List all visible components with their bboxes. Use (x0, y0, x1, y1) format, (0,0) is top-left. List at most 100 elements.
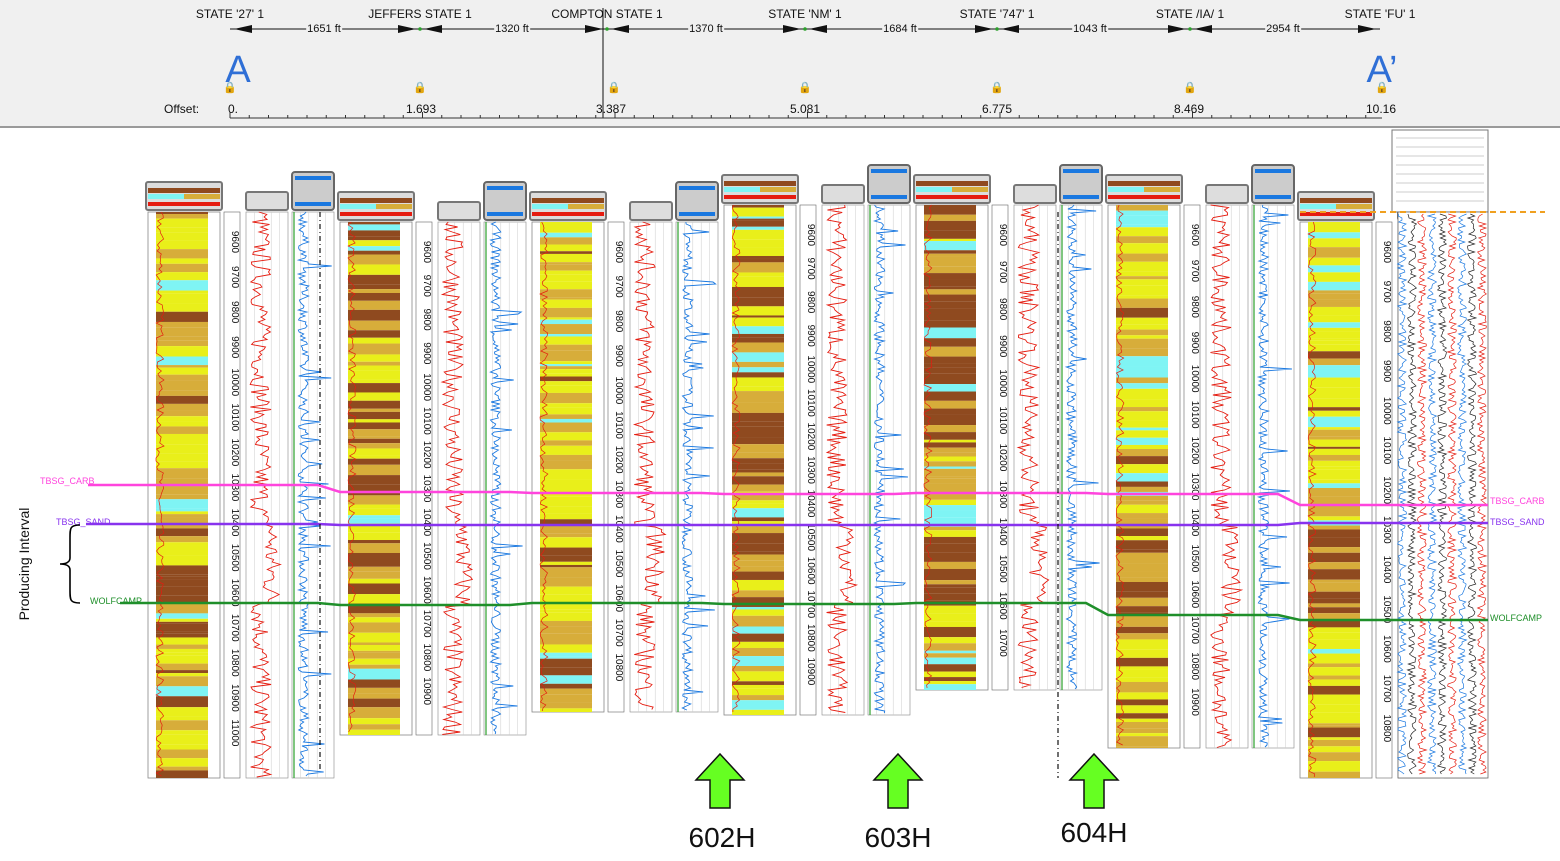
lithology-bed (1308, 436, 1360, 440)
lithology-bed (732, 326, 784, 334)
lithology-bed (732, 633, 784, 642)
lithology-bed (1308, 327, 1360, 332)
well-marker (418, 27, 422, 31)
lithology-bed (1116, 591, 1168, 598)
lithology-bed (924, 483, 976, 495)
lithology-legend-bar (1336, 204, 1372, 209)
lithology-bed (1116, 205, 1168, 211)
lithology-bed (156, 644, 208, 649)
lithology-legend-bar (1300, 212, 1372, 216)
lock-icon[interactable]: 🔒 (607, 82, 621, 94)
lock-icon[interactable]: 🔒 (1375, 82, 1389, 94)
lithology-bed (156, 555, 208, 566)
lithology-bed (1116, 377, 1168, 384)
lithology-bed (732, 421, 784, 427)
depth-label: 10000 (1189, 365, 1200, 393)
lithology-bed (1308, 653, 1360, 664)
lithology-bed (348, 644, 400, 651)
lithology-bed (348, 438, 400, 444)
depth-label: 10400 (997, 518, 1008, 546)
lithology-bed (1116, 407, 1168, 412)
lithology-bed (156, 673, 208, 677)
lithology-bed (348, 419, 400, 423)
lithology-bed (156, 444, 208, 454)
lithology-bed (732, 615, 784, 622)
res-track-header (483, 181, 527, 221)
gamma-ray-edge-curve (1115, 204, 1125, 746)
lithology-bed (732, 463, 784, 470)
lithology-bed (348, 448, 400, 456)
lithology-bed (1308, 281, 1360, 291)
lock-icon[interactable]: 🔒 (990, 82, 1004, 94)
lithology-bed (1116, 528, 1168, 537)
lithology-bed (1116, 444, 1168, 450)
depth-label: 10100 (229, 403, 240, 431)
lithology-bed (732, 426, 784, 438)
lithology-bed (156, 367, 208, 375)
resistivity-curve (872, 204, 908, 714)
lithology-bed (156, 327, 208, 337)
depth-label: 9600 (1189, 224, 1200, 247)
gamma-ray-curve (632, 221, 667, 710)
lithology-bed (924, 452, 976, 457)
lithology-bed (1308, 469, 1360, 480)
depth-label: 9600 (997, 224, 1008, 247)
lithology-bed (156, 499, 208, 509)
lithology-bed (1308, 505, 1360, 517)
lithology-bed (924, 587, 976, 594)
lithology-bed (1116, 513, 1168, 519)
lithology-bed (156, 340, 208, 347)
lock-icon[interactable]: 🔒 (1183, 82, 1197, 94)
lithology-bed (1116, 500, 1168, 505)
lithology-bed (924, 266, 976, 274)
res-header-bar (487, 186, 523, 190)
lithology-bed (924, 338, 976, 347)
lithology-bed (924, 301, 976, 309)
resistivity-track (675, 221, 719, 713)
lithology-bed (156, 426, 208, 434)
lithology-bed (732, 391, 784, 403)
lithology-bed (732, 247, 784, 256)
distance-label-4: 1684 ft (882, 23, 918, 35)
depth-label: 10600 (1189, 580, 1200, 608)
depth-label: 10300 (997, 481, 1008, 509)
lithology-bed (540, 688, 592, 695)
well-log-3: 9600 9700 9800 9900 10000 10100 10200 10300 1040… (529, 181, 719, 713)
lithology-bed (156, 696, 208, 708)
seismic-trace (1396, 214, 1408, 775)
horizon-line-wolfcamp (120, 601, 1488, 622)
lithology-legend-bar (724, 187, 760, 192)
lithology-bed (1116, 705, 1168, 714)
gr-track-header (1013, 184, 1057, 204)
lithology-bed (924, 613, 976, 622)
depth-label: 10400 (613, 515, 624, 543)
lithology-bed (540, 537, 592, 548)
lithology-bed (156, 633, 208, 638)
lithology-bed (540, 432, 592, 441)
gr-track (629, 221, 673, 713)
lithology-bed (924, 439, 976, 443)
lithology-bed (924, 510, 976, 518)
lithology-legend-bar (952, 187, 988, 192)
lithology-bed (348, 484, 400, 496)
depth-label: 10500 (1189, 544, 1200, 572)
lithology-bed (156, 536, 208, 543)
lithology-bed (1308, 299, 1360, 302)
lock-icon[interactable]: 🔒 (223, 82, 237, 94)
gamma-ray-edge-curve (1307, 221, 1317, 778)
lithology-bed (1308, 301, 1360, 307)
distance-label-1: 1651 ft (306, 23, 342, 35)
lithology-bed (1116, 338, 1168, 349)
lithology-bed (1308, 340, 1360, 345)
lock-icon[interactable]: 🔒 (413, 82, 427, 94)
lithology-bed (348, 698, 400, 708)
lock-icon[interactable]: 🔒 (798, 82, 812, 94)
lithology-bed (732, 286, 784, 298)
lithology-bed (1308, 290, 1360, 294)
lithology-bed (1308, 479, 1360, 484)
lithology-bed (924, 536, 976, 544)
lithology-bed (924, 241, 976, 251)
lithology-bed (348, 250, 400, 255)
lithology-bed (1116, 722, 1168, 729)
well-log-6: 9600 9700 9800 9900 10000 10100 10200 10300 1040… (1105, 164, 1295, 749)
